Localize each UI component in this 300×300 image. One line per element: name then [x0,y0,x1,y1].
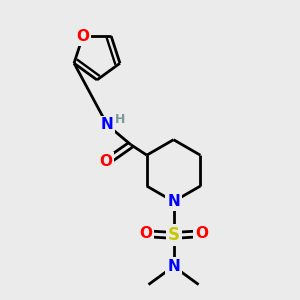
Text: O: O [76,29,89,44]
Text: N: N [167,194,180,209]
Text: O: O [195,226,208,242]
Text: S: S [168,226,180,244]
Text: O: O [139,226,152,242]
Text: N: N [167,259,180,274]
Text: O: O [99,154,112,169]
Text: N: N [101,118,114,133]
Text: H: H [115,113,125,126]
